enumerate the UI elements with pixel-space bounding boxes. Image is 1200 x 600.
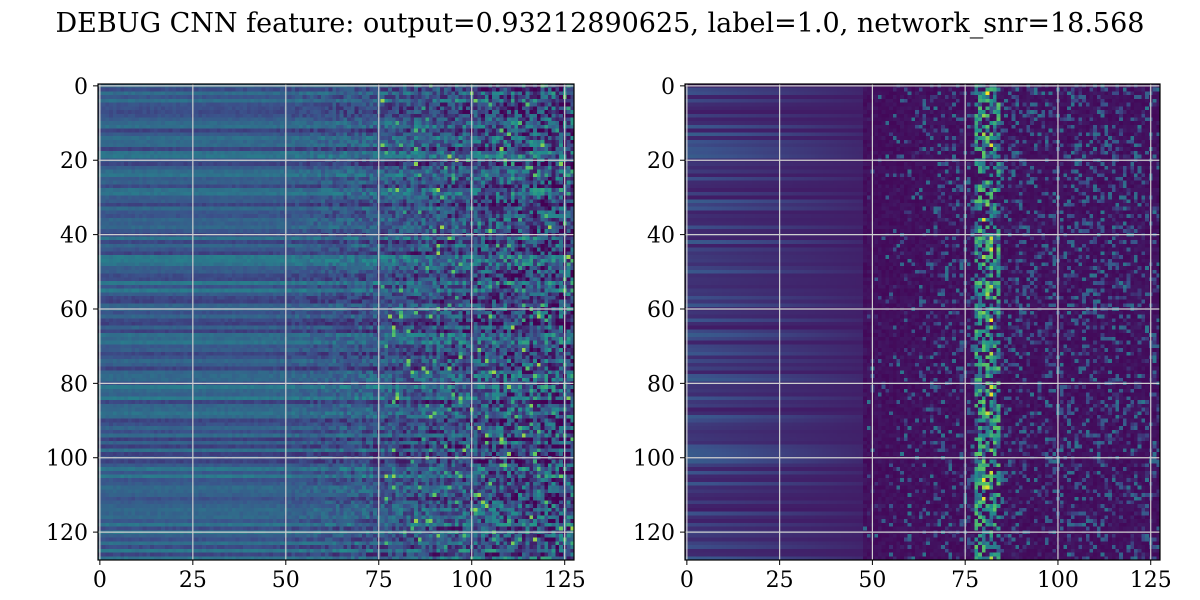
- y-tick-label: 80: [647, 372, 675, 397]
- x-tick-label: 0: [93, 568, 107, 593]
- x-tick-label: 25: [179, 568, 207, 593]
- x-tick-label: 25: [766, 568, 794, 593]
- y-tick-label: 60: [647, 298, 675, 323]
- figure-title: DEBUG CNN feature: output=0.93212890625,…: [55, 8, 1145, 39]
- heatmap-image: [98, 84, 574, 560]
- y-tick-label: 60: [60, 298, 88, 323]
- heatmap-image: [685, 84, 1160, 560]
- y-tick-label: 40: [60, 224, 88, 249]
- y-tick-label: 80: [60, 372, 88, 397]
- x-tick-label: 100: [1037, 568, 1079, 593]
- axes-frame: [684, 83, 1161, 561]
- x-tick-label: 125: [1130, 568, 1172, 593]
- heatmap-panel-left: 0 25 50 75 100 125 0 20 40 60 80 100 120: [46, 75, 586, 593]
- x-tick-label: 125: [544, 568, 586, 593]
- axes-frame: [97, 83, 575, 561]
- x-tick-label: 0: [680, 568, 694, 593]
- x-tick-label: 50: [858, 568, 886, 593]
- y-tick-label: 120: [46, 521, 88, 546]
- heatmap-panel-right: 0 25 50 75 100 125 0 20 40 60 80 100 120: [633, 75, 1172, 593]
- y-tick-label: 20: [647, 149, 675, 174]
- x-tick-label: 50: [272, 568, 300, 593]
- y-tick-label: 20: [60, 149, 88, 174]
- y-tick-label: 0: [661, 75, 675, 100]
- y-tick-label: 0: [74, 75, 88, 100]
- y-tick-label: 40: [647, 224, 675, 249]
- x-tick-label: 75: [365, 568, 393, 593]
- y-tick-label: 100: [633, 447, 675, 472]
- x-tick-label: 100: [451, 568, 493, 593]
- x-tick-label: 75: [951, 568, 979, 593]
- y-tick-label: 100: [46, 447, 88, 472]
- y-tick-label: 120: [633, 521, 675, 546]
